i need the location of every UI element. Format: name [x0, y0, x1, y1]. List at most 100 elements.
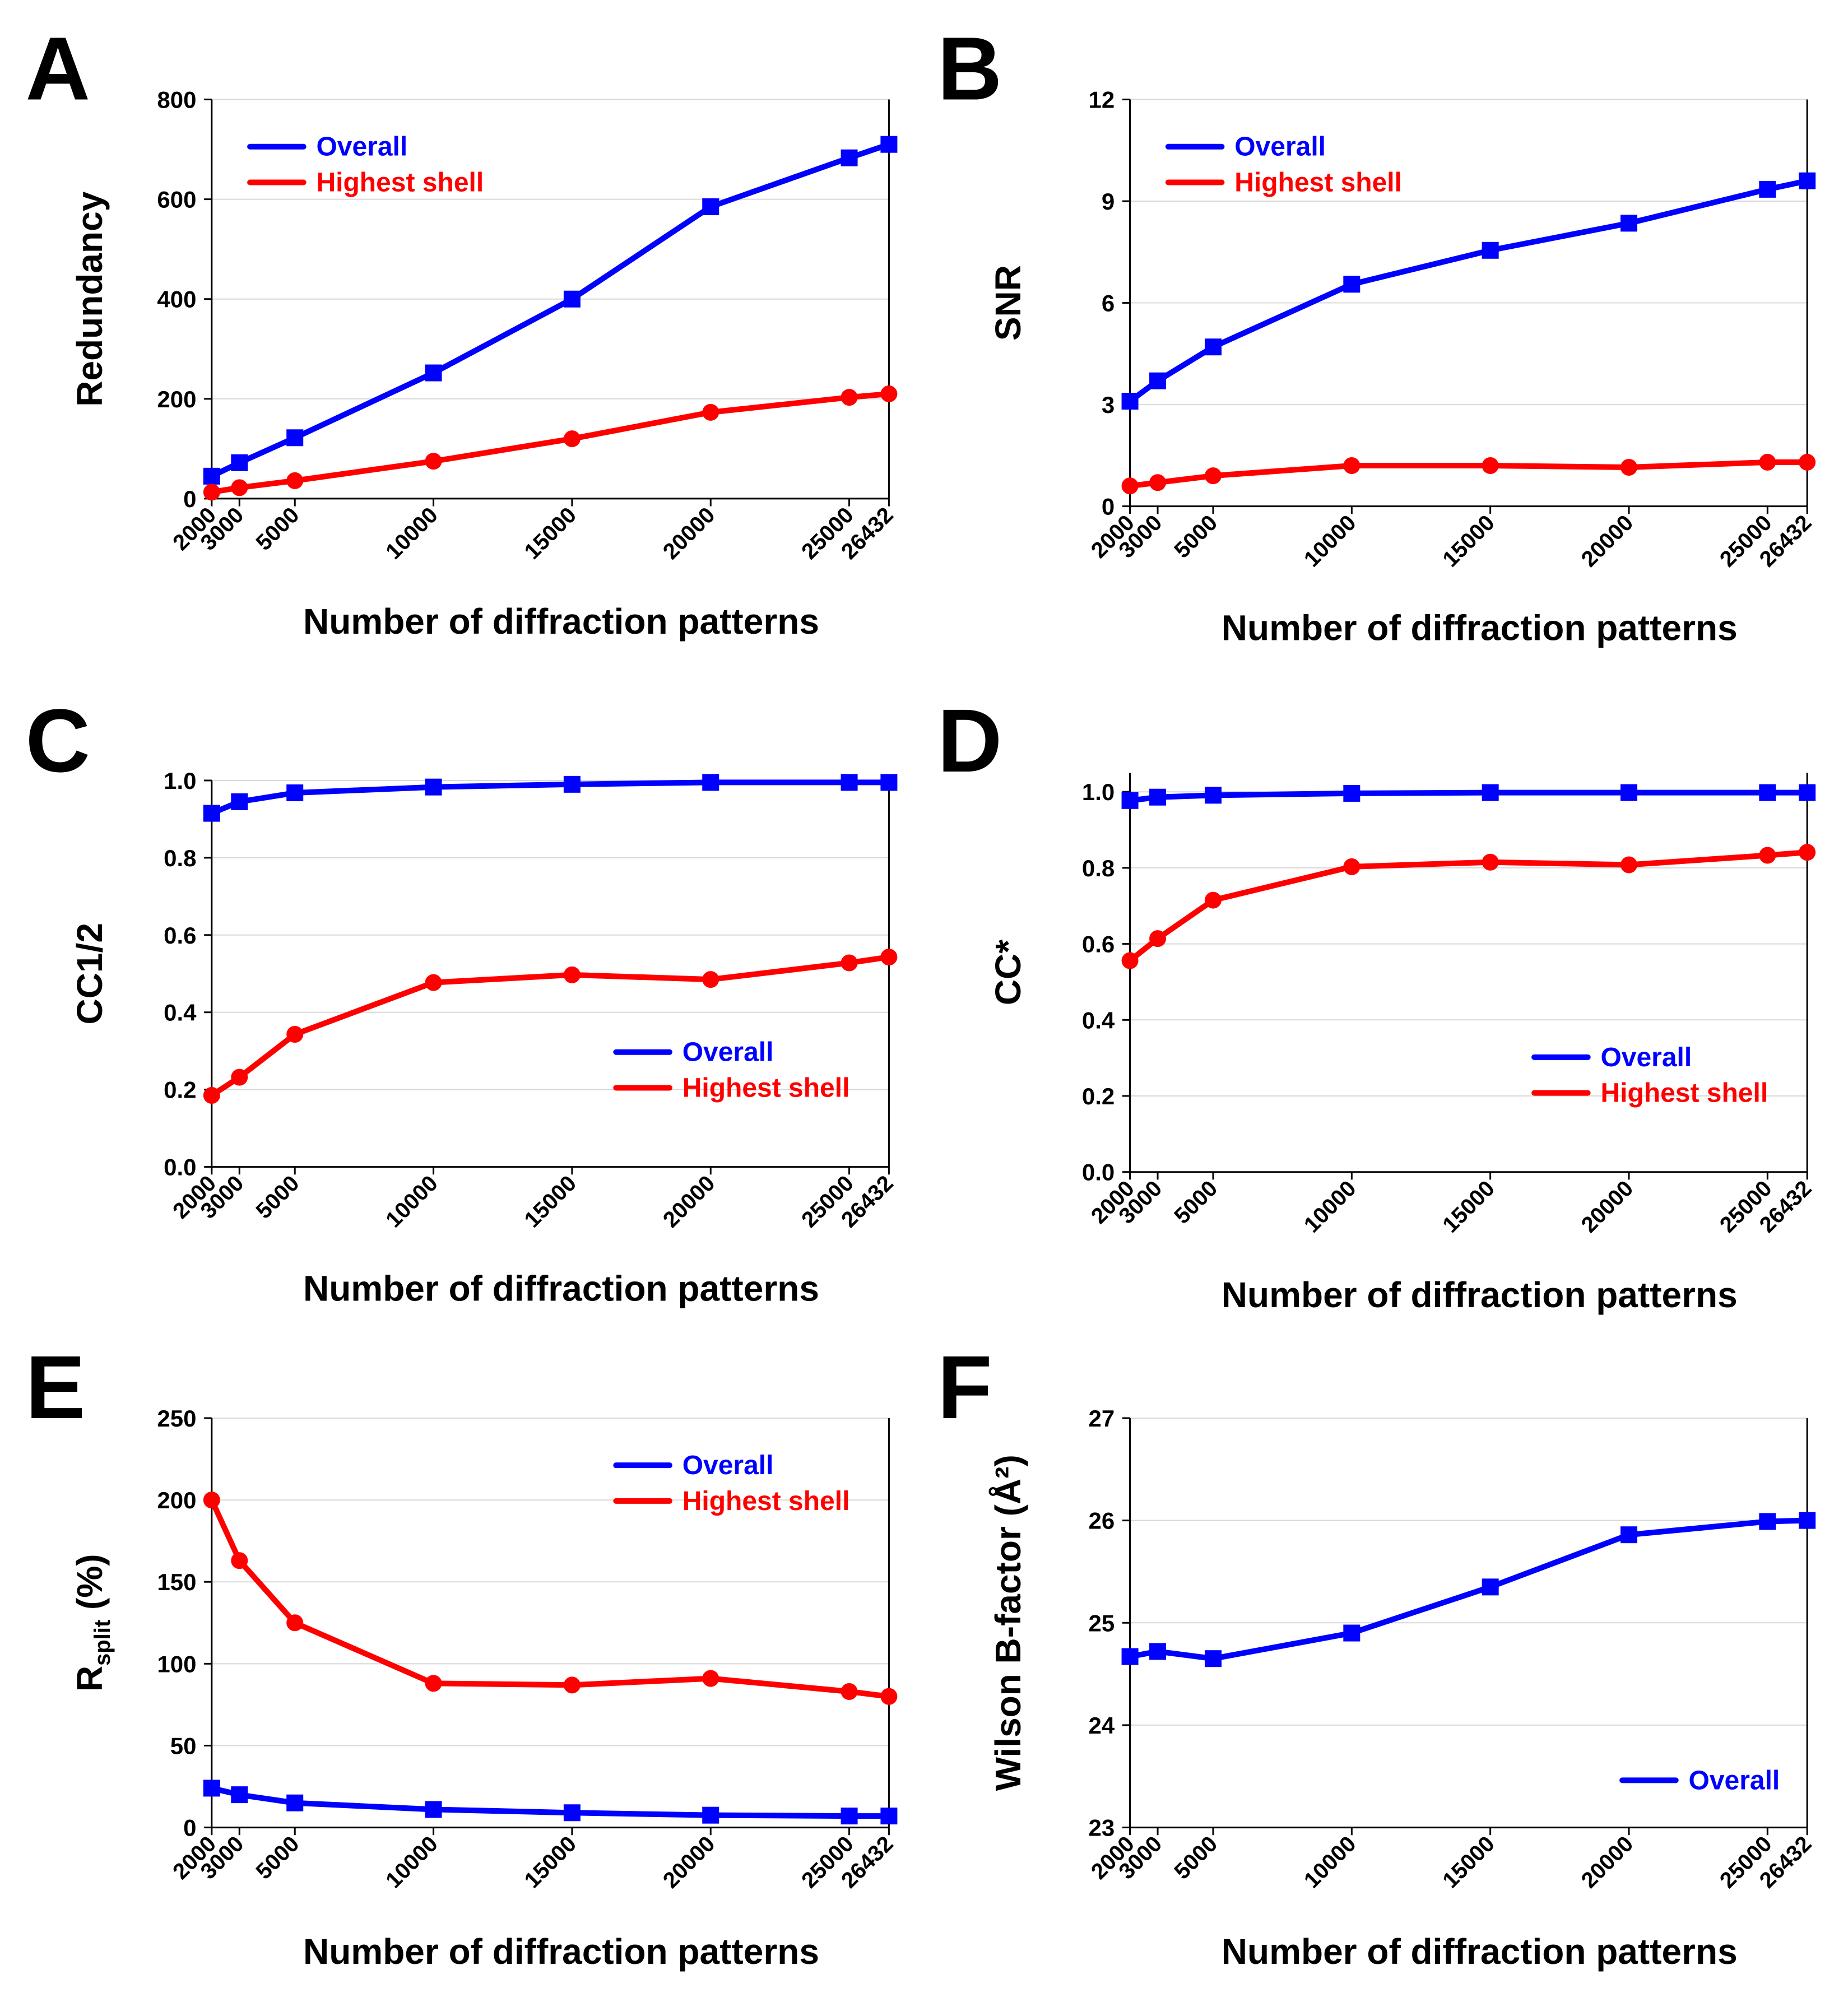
data-point [1759, 180, 1776, 198]
legend-label: Highest shell [1234, 168, 1402, 197]
panel-label: C [26, 690, 91, 791]
data-point [286, 472, 304, 489]
data-point [231, 454, 248, 471]
data-point [425, 453, 442, 470]
data-point [1759, 784, 1776, 801]
y-tick-label: 24 [1089, 1712, 1115, 1739]
data-point [1121, 477, 1139, 495]
data-point [1620, 856, 1637, 874]
data-point [1204, 891, 1222, 909]
data-point [841, 389, 858, 406]
legend-label: Overall [682, 1451, 774, 1480]
x-tick-label: 20000 [658, 503, 720, 564]
series-line-overall [211, 1785, 889, 1819]
data-point [203, 467, 220, 485]
x-axis-title: Number of diffraction patterns [1222, 608, 1738, 648]
y-tick-label: 0.8 [1082, 855, 1115, 881]
series-line-overall [210, 141, 890, 479]
data-point [1759, 847, 1776, 864]
data-point [702, 198, 719, 215]
series-line-highest-shell [209, 1499, 890, 1699]
y-tick-label: 25 [1089, 1610, 1115, 1636]
data-point [231, 479, 248, 496]
panel-label: A [26, 18, 91, 119]
series-line-overall [1129, 1517, 1808, 1662]
x-tick-label: 20000 [658, 1832, 720, 1893]
y-tick-label: 3 [1102, 392, 1115, 418]
y-tick-label: 0.0 [164, 1154, 196, 1181]
data-point [1149, 1643, 1167, 1660]
data-point [1799, 1512, 1816, 1529]
legend: Overall Highest shell [1165, 132, 1402, 197]
data-point [1149, 930, 1167, 947]
data-point [841, 1683, 858, 1701]
data-point [286, 1026, 304, 1043]
data-point [841, 149, 858, 166]
data-point [1204, 467, 1222, 485]
legend: Overall [1619, 1766, 1780, 1795]
legend-label: Overall [682, 1038, 774, 1067]
legend-label: Overall [1688, 1766, 1780, 1795]
x-axis-title: Number of diffraction patterns [303, 601, 819, 642]
y-tick-label: 0.8 [164, 845, 196, 871]
data-point [231, 1068, 248, 1086]
data-point [563, 1676, 581, 1694]
y-axis-title: Redundancy [69, 191, 110, 406]
data-point [231, 793, 248, 810]
series-line-overall [1129, 789, 1808, 803]
x-tick-label: 20000 [658, 1171, 720, 1233]
data-point [702, 1806, 719, 1824]
data-point [203, 805, 220, 822]
data-point [880, 1808, 898, 1825]
y-tick-label: 250 [157, 1405, 196, 1432]
y-tick-label: 6 [1102, 290, 1115, 317]
y-axis-title: CC* [988, 940, 1028, 1005]
y-tick-label: 0 [183, 1815, 196, 1841]
data-point [1482, 853, 1499, 871]
data-point [231, 1786, 248, 1804]
x-tick-label: 20000 [1577, 1832, 1638, 1893]
x-tick-label: 15000 [519, 1171, 581, 1233]
data-point [286, 784, 304, 802]
y-tick-label: 0.6 [164, 922, 196, 949]
y-axis-title: CC1/2 [69, 923, 110, 1024]
panel-label: D [937, 690, 1002, 791]
data-point [880, 136, 898, 153]
y-axis-title: Wilson B-factor (Å²) [988, 1455, 1028, 1791]
y-tick-label: 800 [157, 87, 196, 113]
data-point [1343, 457, 1361, 474]
data-point [1343, 276, 1361, 293]
data-point [1149, 372, 1167, 389]
y-tick-label: 27 [1089, 1405, 1115, 1432]
data-point [1799, 784, 1816, 801]
data-point [1799, 453, 1816, 471]
data-point [702, 971, 719, 988]
x-tick-label: 5000 [1169, 1176, 1222, 1229]
data-point [1620, 784, 1637, 801]
data-point [1620, 459, 1637, 476]
x-tick-label: 20000 [1577, 1176, 1638, 1238]
data-point [1204, 1650, 1222, 1667]
data-point [841, 774, 858, 791]
data-point [1759, 453, 1776, 471]
data-point [1121, 1648, 1139, 1665]
data-point [880, 385, 898, 402]
data-point [1620, 1526, 1637, 1544]
x-tick-label: 15000 [1438, 1832, 1499, 1893]
legend-label: Highest shell [682, 1073, 850, 1103]
x-axis-title: Number of diffraction patterns [1222, 1275, 1738, 1315]
x-axis-title: Number of diffraction patterns [1222, 1931, 1738, 1972]
data-point [1482, 457, 1499, 474]
series-line-overall [1128, 178, 1808, 404]
data-point [286, 1614, 304, 1632]
data-point [286, 429, 304, 447]
data-point [425, 1801, 442, 1818]
y-tick-label: 0.6 [1082, 931, 1115, 958]
y-tick-label: 50 [170, 1732, 197, 1759]
data-point [1482, 1578, 1499, 1596]
data-point [231, 1552, 248, 1569]
y-tick-label: 9 [1102, 188, 1115, 215]
